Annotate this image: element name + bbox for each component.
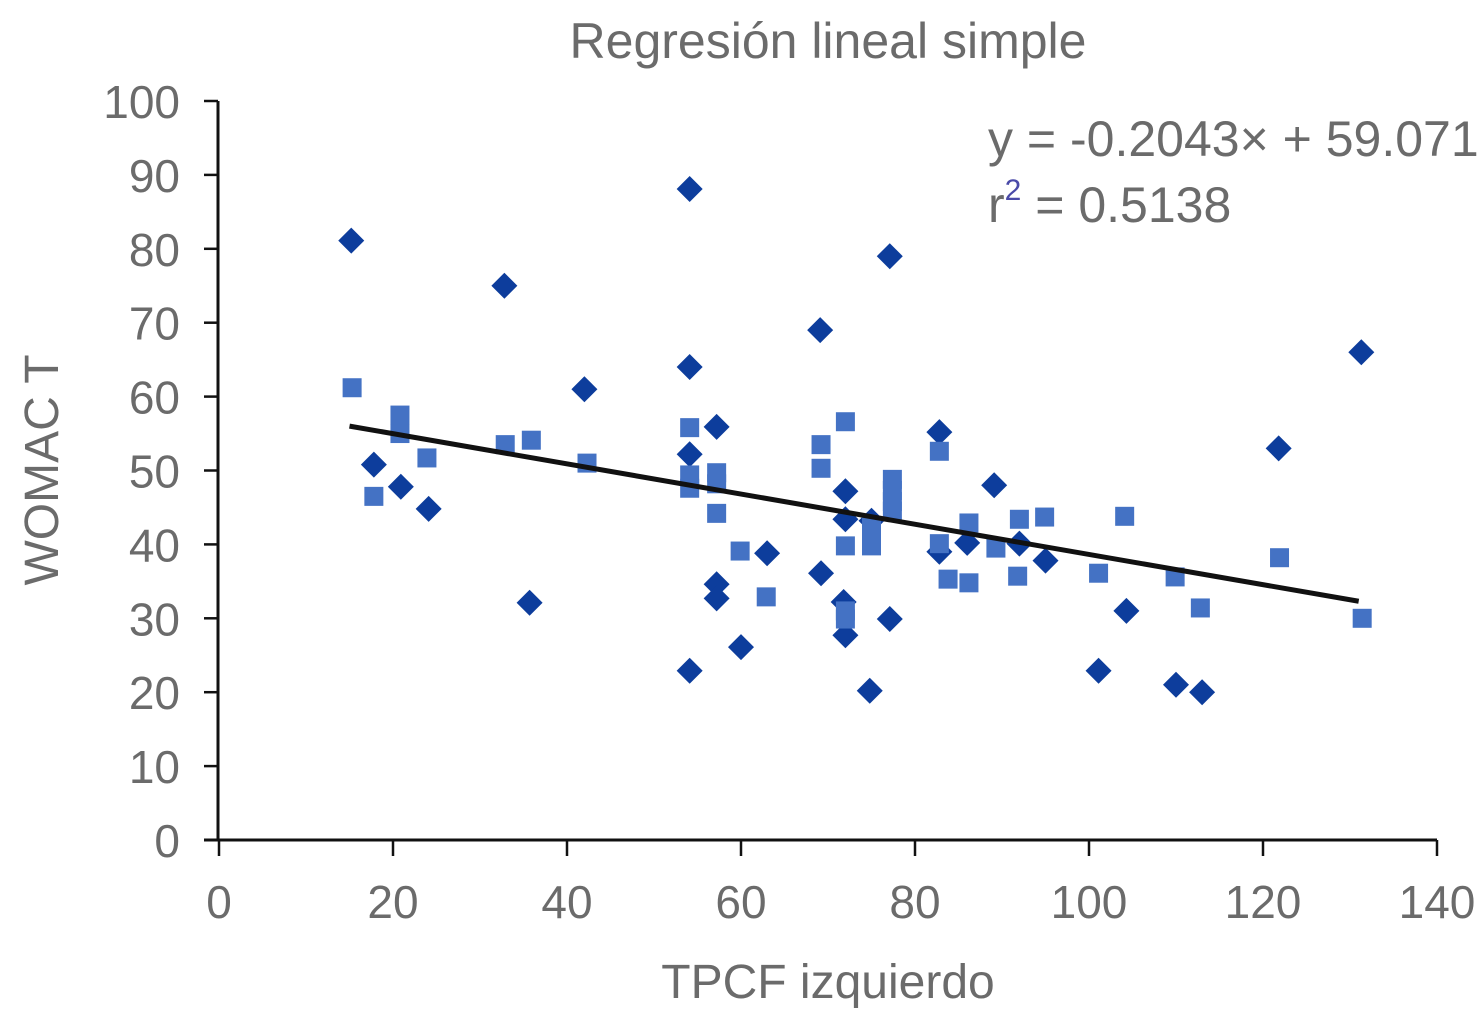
- data-point-square: [986, 538, 1006, 558]
- data-point-square: [835, 412, 855, 432]
- x-tick-label: 140: [1399, 876, 1476, 928]
- data-point-diamond: [387, 473, 414, 500]
- x-tick-label: 120: [1225, 876, 1302, 928]
- r-squared-value: = 0.5138: [1021, 177, 1231, 233]
- y-tick-label: 80: [129, 224, 180, 276]
- data-point-diamond: [703, 413, 730, 440]
- data-point-diamond: [1163, 671, 1189, 698]
- data-points: [338, 175, 1375, 706]
- data-point-diamond: [832, 622, 859, 649]
- data-point-square: [1190, 598, 1210, 618]
- data-point-square: [1035, 507, 1055, 527]
- r-squared-prefix: r: [988, 177, 1005, 233]
- data-point-square: [1115, 506, 1135, 526]
- data-point-diamond: [832, 478, 859, 505]
- data-point-diamond: [754, 540, 781, 567]
- regression-annotation: y = -0.2043× + 59.071 r2 = 0.5138: [988, 111, 1477, 233]
- data-point-diamond: [516, 589, 543, 616]
- data-point-square: [1089, 563, 1109, 583]
- y-tick-label: 0: [154, 815, 180, 867]
- data-point-diamond: [981, 472, 1008, 499]
- data-point-diamond: [703, 585, 730, 612]
- y-tick-label: 40: [129, 519, 180, 571]
- data-point-square: [756, 587, 776, 607]
- data-point-square: [959, 513, 979, 533]
- data-point-diamond: [1032, 547, 1059, 574]
- data-point-diamond: [876, 606, 903, 633]
- data-point-square: [495, 435, 515, 455]
- data-point-diamond: [926, 419, 953, 446]
- data-point-square: [521, 430, 541, 450]
- data-point-square: [835, 536, 855, 556]
- x-tick-label: 100: [1051, 876, 1128, 928]
- data-point-square: [835, 601, 855, 621]
- data-point-square: [1009, 509, 1029, 529]
- regression-line: [349, 423, 1360, 604]
- data-point-diamond: [1265, 435, 1292, 462]
- x-axis-label: TPCF izquierdo: [661, 956, 994, 1009]
- data-point-diamond: [1348, 339, 1375, 366]
- y-tick-label: 100: [103, 76, 180, 128]
- data-point-square: [929, 441, 949, 461]
- data-point-square: [862, 536, 881, 556]
- data-point-diamond: [571, 376, 598, 403]
- data-point-diamond: [491, 272, 518, 299]
- data-point-square: [811, 435, 831, 455]
- data-point-diamond: [1085, 657, 1112, 684]
- y-axis-label: WOMAC T: [16, 354, 69, 585]
- data-point-square: [882, 501, 902, 521]
- x-tick-label: 40: [541, 876, 592, 928]
- data-point-square: [1270, 548, 1290, 568]
- r-squared-superscript: 2: [1005, 174, 1022, 207]
- data-point-square: [707, 503, 727, 523]
- data-point-diamond: [728, 634, 754, 661]
- data-point-square: [364, 486, 384, 506]
- r-squared-text: r2 = 0.5138: [988, 174, 1231, 233]
- data-point-square: [959, 573, 979, 593]
- x-tick-label: 80: [889, 876, 940, 928]
- data-point-square: [342, 378, 362, 398]
- data-point-square: [390, 405, 410, 425]
- y-tick-label: 10: [129, 741, 180, 793]
- y-tick-label: 90: [129, 150, 180, 202]
- data-point-diamond: [676, 175, 703, 202]
- data-point-square: [680, 418, 700, 438]
- data-point-square: [811, 458, 831, 478]
- y-tick-label: 30: [129, 593, 180, 645]
- data-point-square: [417, 448, 437, 468]
- data-point-diamond: [676, 354, 703, 381]
- data-point-square: [929, 534, 949, 554]
- data-point-diamond: [1189, 679, 1216, 706]
- x-tick-label: 60: [715, 876, 766, 928]
- data-point-diamond: [876, 243, 903, 270]
- data-point-diamond: [338, 227, 365, 254]
- data-point-diamond: [807, 317, 834, 344]
- x-tick-label: 0: [206, 876, 232, 928]
- data-point-square: [730, 541, 750, 561]
- data-point-diamond: [415, 495, 442, 522]
- y-tick-label: 70: [129, 298, 180, 350]
- data-point-diamond: [808, 560, 835, 587]
- data-point-diamond: [703, 571, 730, 598]
- data-point-diamond: [1113, 597, 1140, 624]
- regression-equation: y = -0.2043× + 59.071: [988, 111, 1477, 167]
- y-tick-label: 60: [129, 372, 180, 424]
- data-point-square: [938, 569, 958, 589]
- y-tick-label: 20: [129, 667, 180, 719]
- x-tick-label: 20: [367, 876, 418, 928]
- x-axis-ticks: 0 20 40 60 80 100 120 140: [206, 840, 1475, 928]
- data-point-diamond: [856, 677, 883, 704]
- y-axis-ticks: 0 10 20 30 40 50 60 70 80 90 100: [103, 76, 218, 867]
- data-point-square: [1008, 566, 1028, 586]
- data-point-diamond: [676, 441, 703, 468]
- chart-title: Regresión lineal simple: [570, 13, 1087, 69]
- data-point-diamond: [676, 657, 703, 684]
- y-tick-label: 50: [129, 446, 180, 498]
- data-point-diamond: [360, 451, 387, 478]
- data-point-square: [1352, 608, 1372, 628]
